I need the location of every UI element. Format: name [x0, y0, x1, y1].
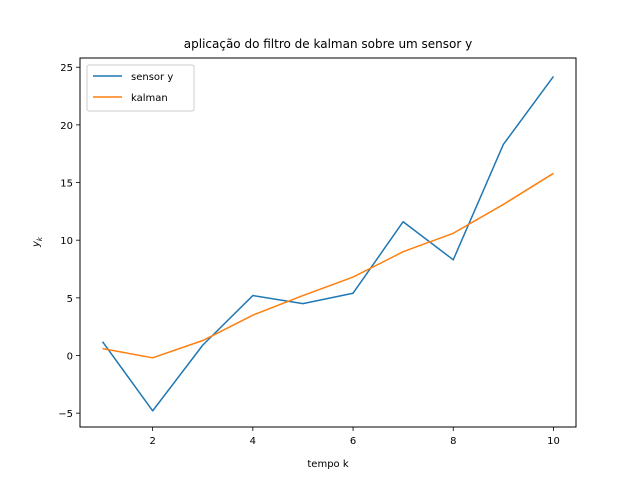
plot-area	[101, 76, 555, 412]
x-axis: 2 4 6 8 10	[149, 427, 560, 447]
y-tick-label: 0	[67, 352, 73, 363]
series-line-kalman	[102, 172, 554, 359]
y-axis-label-subscript: k	[36, 236, 44, 241]
axes-frame	[79, 57, 577, 428]
x-tick-label: 8	[450, 436, 456, 447]
series-line-sensor-y	[101, 76, 555, 412]
y-tick-label: 10	[60, 236, 73, 247]
y-tick-label: 15	[60, 179, 73, 190]
legend-label-sensor-y: sensor y	[131, 72, 173, 83]
legend-label-kalman: kalman	[131, 93, 168, 104]
y-tick-label: 5	[67, 294, 73, 305]
x-tick-label: 2	[149, 436, 155, 447]
y-tick-label: 20	[60, 121, 73, 132]
x-axis-label: tempo k	[307, 459, 348, 470]
y-tick-label: −5	[58, 409, 73, 420]
y-axis-label: yk	[31, 236, 44, 248]
y-tick-label: 25	[60, 63, 73, 74]
legend: sensor y kalman	[86, 64, 195, 112]
x-tick-label: 10	[547, 436, 560, 447]
x-tick-label: 4	[250, 436, 256, 447]
chart-title: aplicação do filtro de kalman sobre um s…	[184, 37, 472, 51]
y-axis-label-main: y	[31, 240, 42, 248]
y-axis: −5 0 5 10 15 20 25	[58, 63, 80, 420]
x-tick-label: 6	[350, 436, 356, 447]
